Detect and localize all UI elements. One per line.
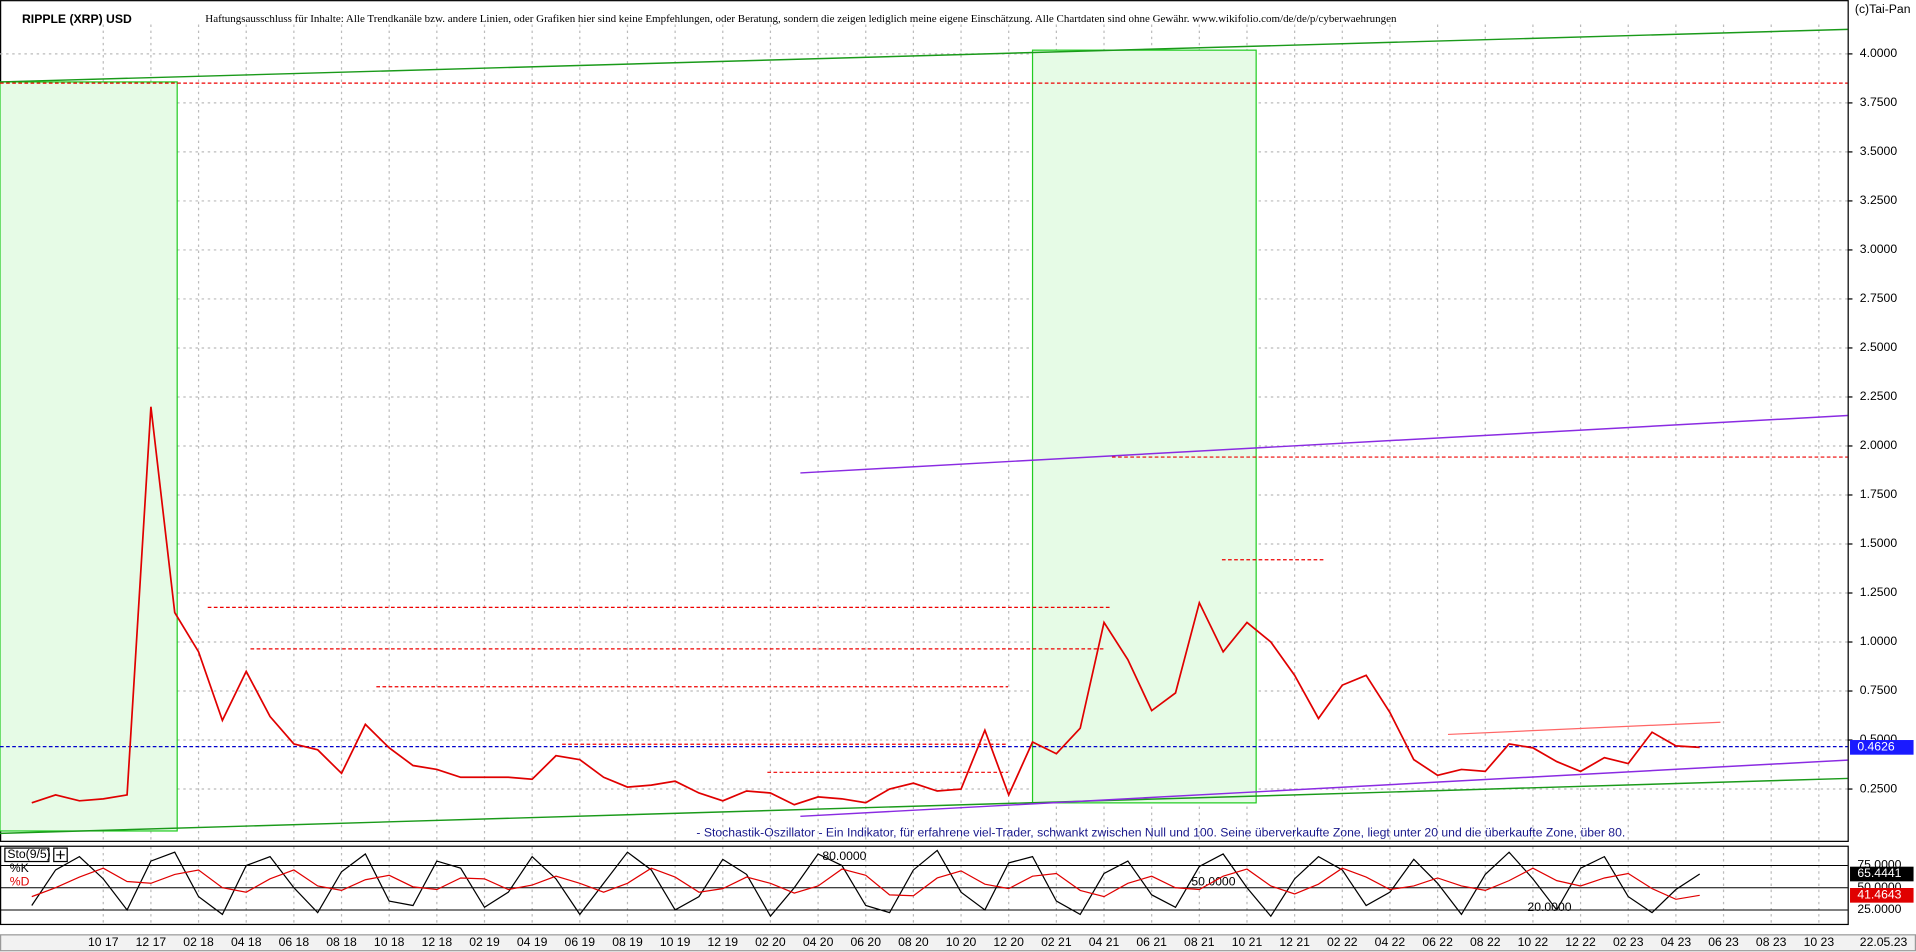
x-tick-label: 06 19 (565, 935, 596, 949)
y-tick-label: 4.0000 (1860, 46, 1898, 60)
zone (1031, 49, 1257, 804)
x-tick-label: 10 21 (1232, 935, 1263, 949)
x-tick-label: 06 20 (850, 935, 881, 949)
trend-line (800, 759, 1848, 818)
x-tick-label: 04 18 (231, 935, 262, 949)
y-tick-label: 25.0000 (1857, 902, 1901, 916)
x-tick-label: 02 22 (1327, 935, 1358, 949)
value-label: 41.4643 (1857, 888, 1901, 902)
y-tick-label: 2.2500 (1860, 389, 1898, 403)
x-tick-label: 02 18 (183, 935, 214, 949)
x-tick-label: 06 22 (1422, 935, 1453, 949)
zone (0, 81, 178, 832)
x-tick-label: 02 23 (1613, 935, 1644, 949)
x-tick-label: 10 20 (946, 935, 977, 949)
indicator-frame (0, 845, 1849, 926)
x-tick-label: 02 20 (755, 935, 786, 949)
drawings (0, 28, 1916, 952)
x-tick-label: 04 20 (803, 935, 834, 949)
y-tick-label: 3.2500 (1860, 193, 1898, 207)
legend-entry: %K (10, 861, 29, 875)
value-box (1850, 866, 1914, 882)
y-tick-label: 0.7500 (1860, 683, 1898, 697)
y-tick-label: 0.2500 (1860, 781, 1898, 795)
trend-line (800, 414, 1848, 474)
value-box (1850, 887, 1914, 903)
x-tick-label: 12 18 (422, 935, 453, 949)
plus-icon (56, 850, 65, 860)
trend-line (0, 28, 1848, 83)
y-tick-label: 2.5000 (1860, 340, 1898, 354)
value-label: 65.4441 (1857, 866, 1901, 880)
x-tick-label: 08 22 (1470, 935, 1501, 949)
x-tick-label: 12 21 (1279, 935, 1310, 949)
x-tick-label: 12 17 (136, 935, 167, 949)
x-tick-label: 10 23 (1804, 935, 1835, 949)
indicator-description: - Stochastik-Oszillator - Ein Indikator,… (696, 826, 1625, 840)
trend-line (0, 777, 1848, 835)
x-tick-label: 02 19 (469, 935, 500, 949)
y-tick-label: 1.7500 (1860, 487, 1898, 501)
x-tick-label: 08 18 (326, 935, 357, 949)
annotation: 80.0000 (822, 849, 866, 863)
x-tick-label: 12 19 (708, 935, 739, 949)
x-tick-label: 06 23 (1708, 935, 1739, 949)
value-label: 0.4626 (1857, 740, 1895, 754)
y-tick-label: 2.7500 (1860, 291, 1898, 305)
resistance-lines (0, 82, 1848, 773)
indicator-line (31, 849, 1701, 918)
x-tick-label: 08 19 (612, 935, 643, 949)
y-tick-label: 1.5000 (1860, 536, 1898, 550)
copyright: (c)Tai-Pan (1855, 2, 1911, 16)
x-tick-label: 04 22 (1375, 935, 1406, 949)
y-tick-label: 3.5000 (1860, 144, 1898, 158)
annotation: 20.0000 (1527, 900, 1571, 914)
y-tick-label: 3.7500 (1860, 95, 1898, 109)
date-label: 22.05.23 (1860, 935, 1908, 949)
legend-entry: %D (10, 875, 30, 889)
x-tick-label: 10 18 (374, 935, 405, 949)
y-tick-label: 3.0000 (1860, 242, 1898, 256)
trend-line (1447, 721, 1721, 736)
grid (0, 24, 1848, 926)
indicator-tab (4, 847, 50, 863)
indicator-name: Sto(9/5) (7, 847, 50, 861)
value-box (1850, 740, 1914, 755)
disclaimer: Haftungsausschluss für Inhalte: Alle Tre… (205, 13, 1397, 25)
x-tick-label: 04 23 (1661, 935, 1692, 949)
x-tick-label: 10 19 (660, 935, 691, 949)
y-tick-label: 1.2500 (1860, 585, 1898, 599)
x-tick-label: 08 23 (1756, 935, 1787, 949)
indicator-line (31, 867, 1700, 900)
x-tick-label: 12 20 (993, 935, 1024, 949)
y-tick-label: 1.0000 (1860, 634, 1898, 648)
x-tick-label: 08 21 (1184, 935, 1215, 949)
y-tick-label: 2.0000 (1860, 438, 1898, 452)
price-line (31, 406, 1700, 806)
x-tick-label: 12 22 (1565, 935, 1596, 949)
x-tick-label: 10 22 (1518, 935, 1549, 949)
chart-title: RIPPLE (XRP) USD (22, 12, 132, 26)
x-tick-label: 08 20 (898, 935, 929, 949)
x-tick-label: 04 19 (517, 935, 548, 949)
x-tick-label: 06 18 (279, 935, 310, 949)
x-tick-label: 04 21 (1089, 935, 1120, 949)
x-tick-label: 02 21 (1041, 935, 1072, 949)
x-tick-label: 10 17 (88, 935, 119, 949)
x-axis-bar (0, 934, 1916, 952)
x-tick-label: 06 21 (1136, 935, 1167, 949)
